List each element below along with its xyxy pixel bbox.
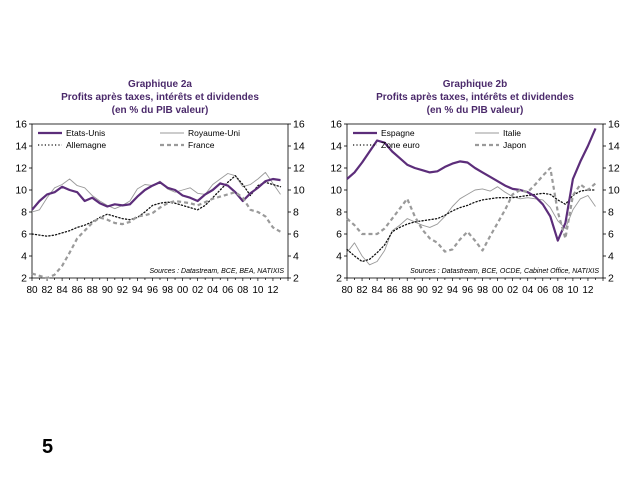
chart-b-y-tick-label-right: 14 (608, 141, 620, 153)
chart-b-x-tick-label: 98 (477, 285, 489, 296)
chart-b-y-tick-label-left: 10 (330, 185, 342, 197)
chart-a-x-tick-label: 96 (147, 285, 159, 296)
chart-a-y-tick-label-left: 2 (21, 273, 27, 285)
chart-a-y-tick-label-left: 8 (21, 207, 27, 219)
chart-b-series-japon (346, 166, 597, 253)
chart-a-y-tick-label-right: 2 (293, 273, 299, 285)
chart-a-x-tick-label: 94 (132, 285, 144, 296)
chart-b-graph-label: Graphique 2b (442, 79, 508, 90)
chart-b-x-tick-label: 80 (341, 285, 353, 296)
chart-a-series-etats-unis (31, 177, 281, 211)
chart-a-x-tick-label: 12 (267, 285, 279, 296)
chart-b-legend-label: Zone euro (381, 140, 420, 150)
chart-a-x-tick-label: 86 (72, 285, 84, 296)
chart-a-titles: Graphique 2a Profits après taxes, intérê… (10, 78, 310, 117)
chart-a-graph-label: Graphique 2a (128, 79, 192, 90)
chart-b-title: Profits après taxes, intérêts et dividen… (376, 92, 574, 103)
chart-b-x-tick-label: 08 (552, 285, 564, 296)
chart-a-x-tick-label: 82 (41, 285, 53, 296)
chart-b-y-tick-label-left: 12 (330, 163, 342, 175)
chart-a-x-tick-label: 00 (177, 285, 189, 296)
chart-a-legend-label: France (188, 140, 215, 150)
chart-b-series-zone-euro (346, 189, 597, 263)
chart-a-x-tick-label: 98 (162, 285, 174, 296)
chart-a-x-tick-label: 90 (102, 285, 114, 296)
chart-a-y-tick-label-right: 6 (293, 229, 299, 241)
chart-a-y-tick-label-left: 14 (15, 141, 27, 153)
chart-a-y-tick-label-left: 16 (15, 119, 27, 131)
chart-b-x-tick-label: 10 (567, 285, 579, 296)
chart-a-y-tick-label-right: 8 (293, 207, 299, 219)
chart-a-y-tick-label-right: 14 (293, 141, 305, 153)
chart-b-x-tick-label: 86 (387, 285, 399, 296)
chart-a-legend-label: Allemagne (66, 140, 106, 150)
chart-b-x-tick-label: 94 (447, 285, 459, 296)
chart-a-legend-label: Royaume-Uni (188, 128, 240, 138)
chart-a-y-tick-label-right: 12 (293, 163, 305, 175)
chart-a-y-tick-label-left: 6 (21, 229, 27, 241)
page-number: 5 (42, 436, 54, 458)
chart-b-x-tick-label: 84 (372, 285, 384, 296)
chart-a-y-tick-label-right: 16 (293, 119, 305, 131)
chart-b-x-tick-label: 06 (537, 285, 549, 296)
chart-b-legend-label: Espagne (381, 128, 415, 138)
chart-b-y-tick-label-right: 10 (608, 185, 620, 197)
chart-b-y-tick-label-left: 8 (336, 207, 342, 219)
chart-b-series-espagne (346, 127, 597, 242)
chart-a-x-tick-label: 10 (252, 285, 264, 296)
chart-b-x-tick-label: 00 (492, 285, 504, 296)
chart-b-x-tick-label: 12 (582, 285, 594, 296)
chart-b-legend-label: Italie (503, 128, 521, 138)
chart-a-x-tick-label: 92 (117, 285, 129, 296)
chart-b-y-tick-label-left: 16 (330, 119, 342, 131)
chart-a-legend-label: Etats-Unis (66, 128, 105, 138)
chart-a-series-france (31, 191, 282, 280)
chart-a-title: Profits après taxes, intérêts et dividen… (61, 92, 259, 103)
chart-b-y-tick-label-left: 6 (336, 229, 342, 241)
chart-b-titles: Graphique 2b Profits après taxes, intérê… (325, 78, 625, 117)
chart-b-x-tick-label: 04 (522, 285, 534, 296)
chart-b-y-tick-label-right: 8 (608, 207, 614, 219)
chart-a-y-tick-label-left: 10 (15, 185, 27, 197)
chart-a-y-tick-label-left: 12 (15, 163, 27, 175)
chart-b-series-italie (346, 186, 596, 266)
chart-a-series-allemagne (31, 175, 282, 237)
chart-panel-b: Graphique 2b Profits après taxes, intérê… (325, 78, 625, 305)
chart-b-x-tick-label: 96 (462, 285, 474, 296)
chart-b-x-tick-label: 02 (507, 285, 519, 296)
chart-a-x-tick-label: 06 (222, 285, 234, 296)
chart-a-x-tick-label: 02 (192, 285, 204, 296)
chart-a-x-tick-label: 08 (237, 285, 249, 296)
chart-a-y-tick-label-right: 4 (293, 251, 299, 263)
chart-b-source: Sources : Datastream, BCE, OCDE, Cabinet… (410, 268, 599, 275)
chart-b-x-tick-label: 88 (402, 285, 414, 296)
chart-a-y-tick-label-left: 4 (21, 251, 27, 263)
chart-b-x-tick-label: 82 (356, 285, 368, 296)
chart-a-x-tick-label: 04 (207, 285, 219, 296)
chart-b-subtitle: (en % du PIB valeur) (426, 105, 524, 116)
chart-b-y-tick-label-right: 2 (608, 273, 614, 285)
chart-b-y-tick-label-right: 4 (608, 251, 614, 263)
chart-b-y-tick-label-right: 16 (608, 119, 620, 131)
chart-b-legend-label: Japon (503, 140, 526, 150)
chart-b-x-tick-label: 90 (417, 285, 429, 296)
chart-b-x-tick-label: 92 (432, 285, 444, 296)
chart-b-y-tick-label-left: 4 (336, 251, 342, 263)
chart-a-y-tick-label-right: 10 (293, 185, 305, 197)
chart-a-x-tick-label: 80 (26, 285, 38, 296)
chart-a-subtitle: (en % du PIB valeur) (111, 105, 209, 116)
chart-a-source: Sources : Datastream, BCE, BEA, NATIXIS (150, 268, 285, 275)
chart-b-y-tick-label-right: 6 (608, 229, 614, 241)
chart-panel-a: Graphique 2a Profits après taxes, intérê… (10, 78, 310, 305)
chart-a-x-tick-label: 88 (87, 285, 99, 296)
chart-a-x-tick-label: 84 (57, 285, 69, 296)
chart-b-y-tick-label-left: 14 (330, 141, 342, 153)
chart-b-y-tick-label-right: 12 (608, 163, 620, 175)
chart-a-series-royaume-uni (31, 171, 281, 213)
chart-b-y-tick-label-left: 2 (336, 273, 342, 285)
